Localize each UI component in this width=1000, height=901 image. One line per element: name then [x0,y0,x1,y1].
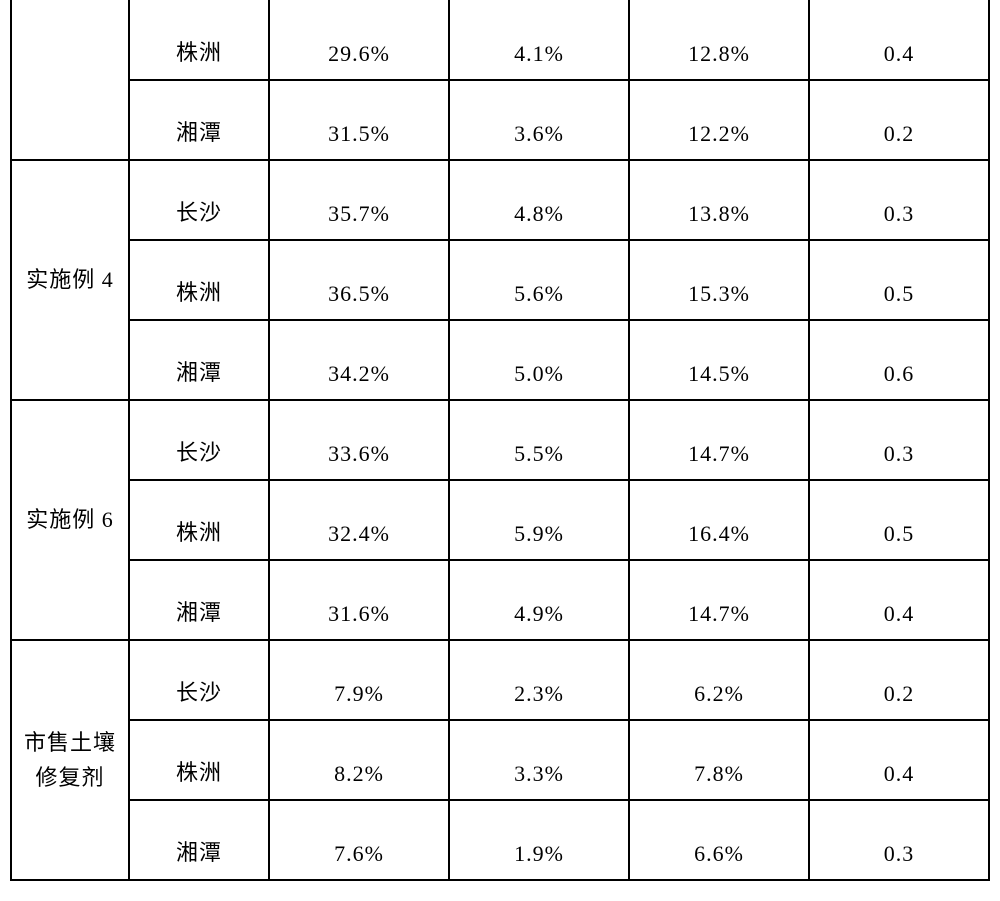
cell-value: 5.9% [449,480,629,560]
cell-value: 5.5% [449,400,629,480]
group-label [11,0,129,160]
cell-value: 2.3% [449,640,629,720]
group-label: 实施例 6 [11,400,129,640]
cell-value: 6.2% [629,640,809,720]
cell-city: 湘潭 [129,320,269,400]
cell-value: 16.4% [629,480,809,560]
cell-city: 株洲 [129,720,269,800]
table-row: 实施例 4 长沙 35.7% 4.8% 13.8% 0.3 [11,160,989,240]
cell-city: 湘潭 [129,80,269,160]
table-row: 株洲 8.2% 3.3% 7.8% 0.4 [11,720,989,800]
cell-value: 7.8% [629,720,809,800]
cell-value: 7.6% [269,800,449,880]
cell-value: 4.8% [449,160,629,240]
cell-city: 株洲 [129,480,269,560]
cell-value: 4.1% [449,0,629,80]
cell-value: 4.9% [449,560,629,640]
table-row: 株洲 32.4% 5.9% 16.4% 0.5 [11,480,989,560]
cell-value: 0.4 [809,560,989,640]
cell-value: 0.3 [809,160,989,240]
table-row: 株洲 36.5% 5.6% 15.3% 0.5 [11,240,989,320]
cell-value: 35.7% [269,160,449,240]
group-label: 市售土壤修复剂 [11,640,129,880]
cell-value: 13.8% [629,160,809,240]
cell-value: 0.2 [809,80,989,160]
cell-value: 0.3 [809,800,989,880]
cell-value: 14.5% [629,320,809,400]
cell-city: 株洲 [129,240,269,320]
table-row: 湘潭 7.6% 1.9% 6.6% 0.3 [11,800,989,880]
cell-city: 湘潭 [129,800,269,880]
cell-value: 32.4% [269,480,449,560]
table-row: 湘潭 31.5% 3.6% 12.2% 0.2 [11,80,989,160]
cell-city: 长沙 [129,400,269,480]
cell-value: 15.3% [629,240,809,320]
cell-value: 0.4 [809,720,989,800]
table-row: 湘潭 31.6% 4.9% 14.7% 0.4 [11,560,989,640]
cell-value: 3.6% [449,80,629,160]
cell-value: 12.2% [629,80,809,160]
cell-value: 33.6% [269,400,449,480]
cell-value: 1.9% [449,800,629,880]
group-label: 实施例 4 [11,160,129,400]
cell-value: 31.6% [269,560,449,640]
table-row: 湘潭 34.2% 5.0% 14.5% 0.6 [11,320,989,400]
cell-value: 0.5 [809,480,989,560]
data-table: 株洲 29.6% 4.1% 12.8% 0.4 湘潭 31.5% 3.6% 12… [10,0,990,881]
cell-value: 7.9% [269,640,449,720]
cell-value: 3.3% [449,720,629,800]
cell-value: 14.7% [629,560,809,640]
cell-value: 36.5% [269,240,449,320]
cell-value: 6.6% [629,800,809,880]
cell-value: 29.6% [269,0,449,80]
cell-value: 12.8% [629,0,809,80]
table-row: 实施例 6 长沙 33.6% 5.5% 14.7% 0.3 [11,400,989,480]
cell-value: 8.2% [269,720,449,800]
table-row: 株洲 29.6% 4.1% 12.8% 0.4 [11,0,989,80]
cell-value: 0.3 [809,400,989,480]
cell-value: 0.6 [809,320,989,400]
cell-value: 14.7% [629,400,809,480]
cell-value: 34.2% [269,320,449,400]
cell-value: 0.2 [809,640,989,720]
cell-city: 长沙 [129,160,269,240]
cell-city: 长沙 [129,640,269,720]
cell-value: 5.0% [449,320,629,400]
cell-value: 31.5% [269,80,449,160]
table-row: 市售土壤修复剂 长沙 7.9% 2.3% 6.2% 0.2 [11,640,989,720]
cell-value: 0.5 [809,240,989,320]
cell-value: 5.6% [449,240,629,320]
cell-value: 0.4 [809,0,989,80]
cell-city: 株洲 [129,0,269,80]
cell-city: 湘潭 [129,560,269,640]
